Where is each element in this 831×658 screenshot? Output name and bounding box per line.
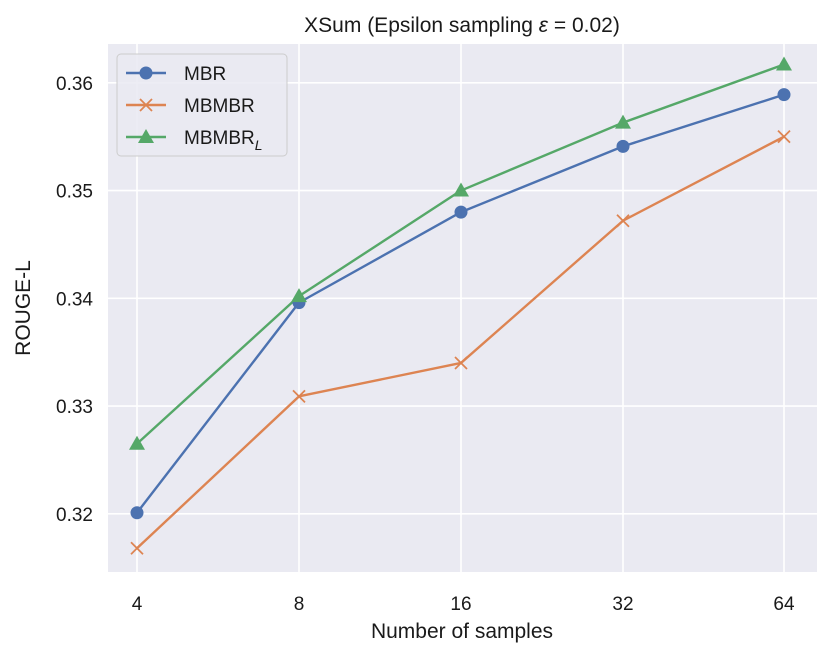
- x-tick-label: 64: [773, 594, 795, 615]
- y-tick-label: 0.33: [56, 397, 93, 418]
- circle-marker: [777, 88, 791, 102]
- x-tick-label: 4: [132, 594, 143, 615]
- circle-marker: [130, 506, 144, 520]
- triangle-marker: [129, 435, 145, 450]
- circle-marker: [139, 66, 153, 80]
- y-tick-label: 0.32: [56, 505, 93, 526]
- triangle-marker: [291, 288, 307, 303]
- x-marker: [777, 130, 791, 144]
- chart-title: XSum (Epsilon sampling ε = 0.02): [304, 14, 620, 37]
- x-marker: [616, 214, 630, 228]
- x-tick-labels: 4 8 16 32 64: [132, 594, 795, 615]
- x-marker: [139, 98, 153, 112]
- legend: MBR MBMBR MBMBRL: [116, 53, 288, 157]
- x-marker: [292, 389, 306, 403]
- legend-label: MBR: [184, 64, 226, 85]
- triangle-marker: [453, 182, 469, 197]
- y-axis-label: ROUGE-L: [12, 260, 35, 356]
- y-tick-label: 0.35: [56, 182, 93, 203]
- x-marker: [130, 541, 144, 555]
- circle-marker: [616, 139, 630, 153]
- x-marker: [454, 356, 468, 370]
- x-tick-label: 32: [612, 594, 633, 615]
- triangle-marker: [776, 56, 792, 71]
- y-tick-label: 0.36: [56, 74, 93, 95]
- legend-entry: MBMBR: [126, 96, 255, 117]
- y-tick-labels: 0.32 0.33 0.34 0.35 0.36: [56, 74, 93, 526]
- x-tick-label: 16: [450, 594, 471, 615]
- x-axis-label: Number of samples: [371, 620, 553, 643]
- legend-label: MBMBR: [184, 96, 255, 117]
- series-markers: [129, 56, 792, 555]
- y-tick-label: 0.34: [56, 289, 93, 310]
- legend-entry: MBMBRL: [126, 128, 263, 153]
- legend-label: MBMBRL: [184, 128, 263, 153]
- triangle-marker: [615, 114, 631, 129]
- triangle-marker: [138, 129, 154, 143]
- x-tick-label: 8: [294, 594, 305, 615]
- legend-entry: MBR: [126, 64, 226, 85]
- circle-marker: [454, 205, 468, 219]
- legend-box: [116, 53, 288, 157]
